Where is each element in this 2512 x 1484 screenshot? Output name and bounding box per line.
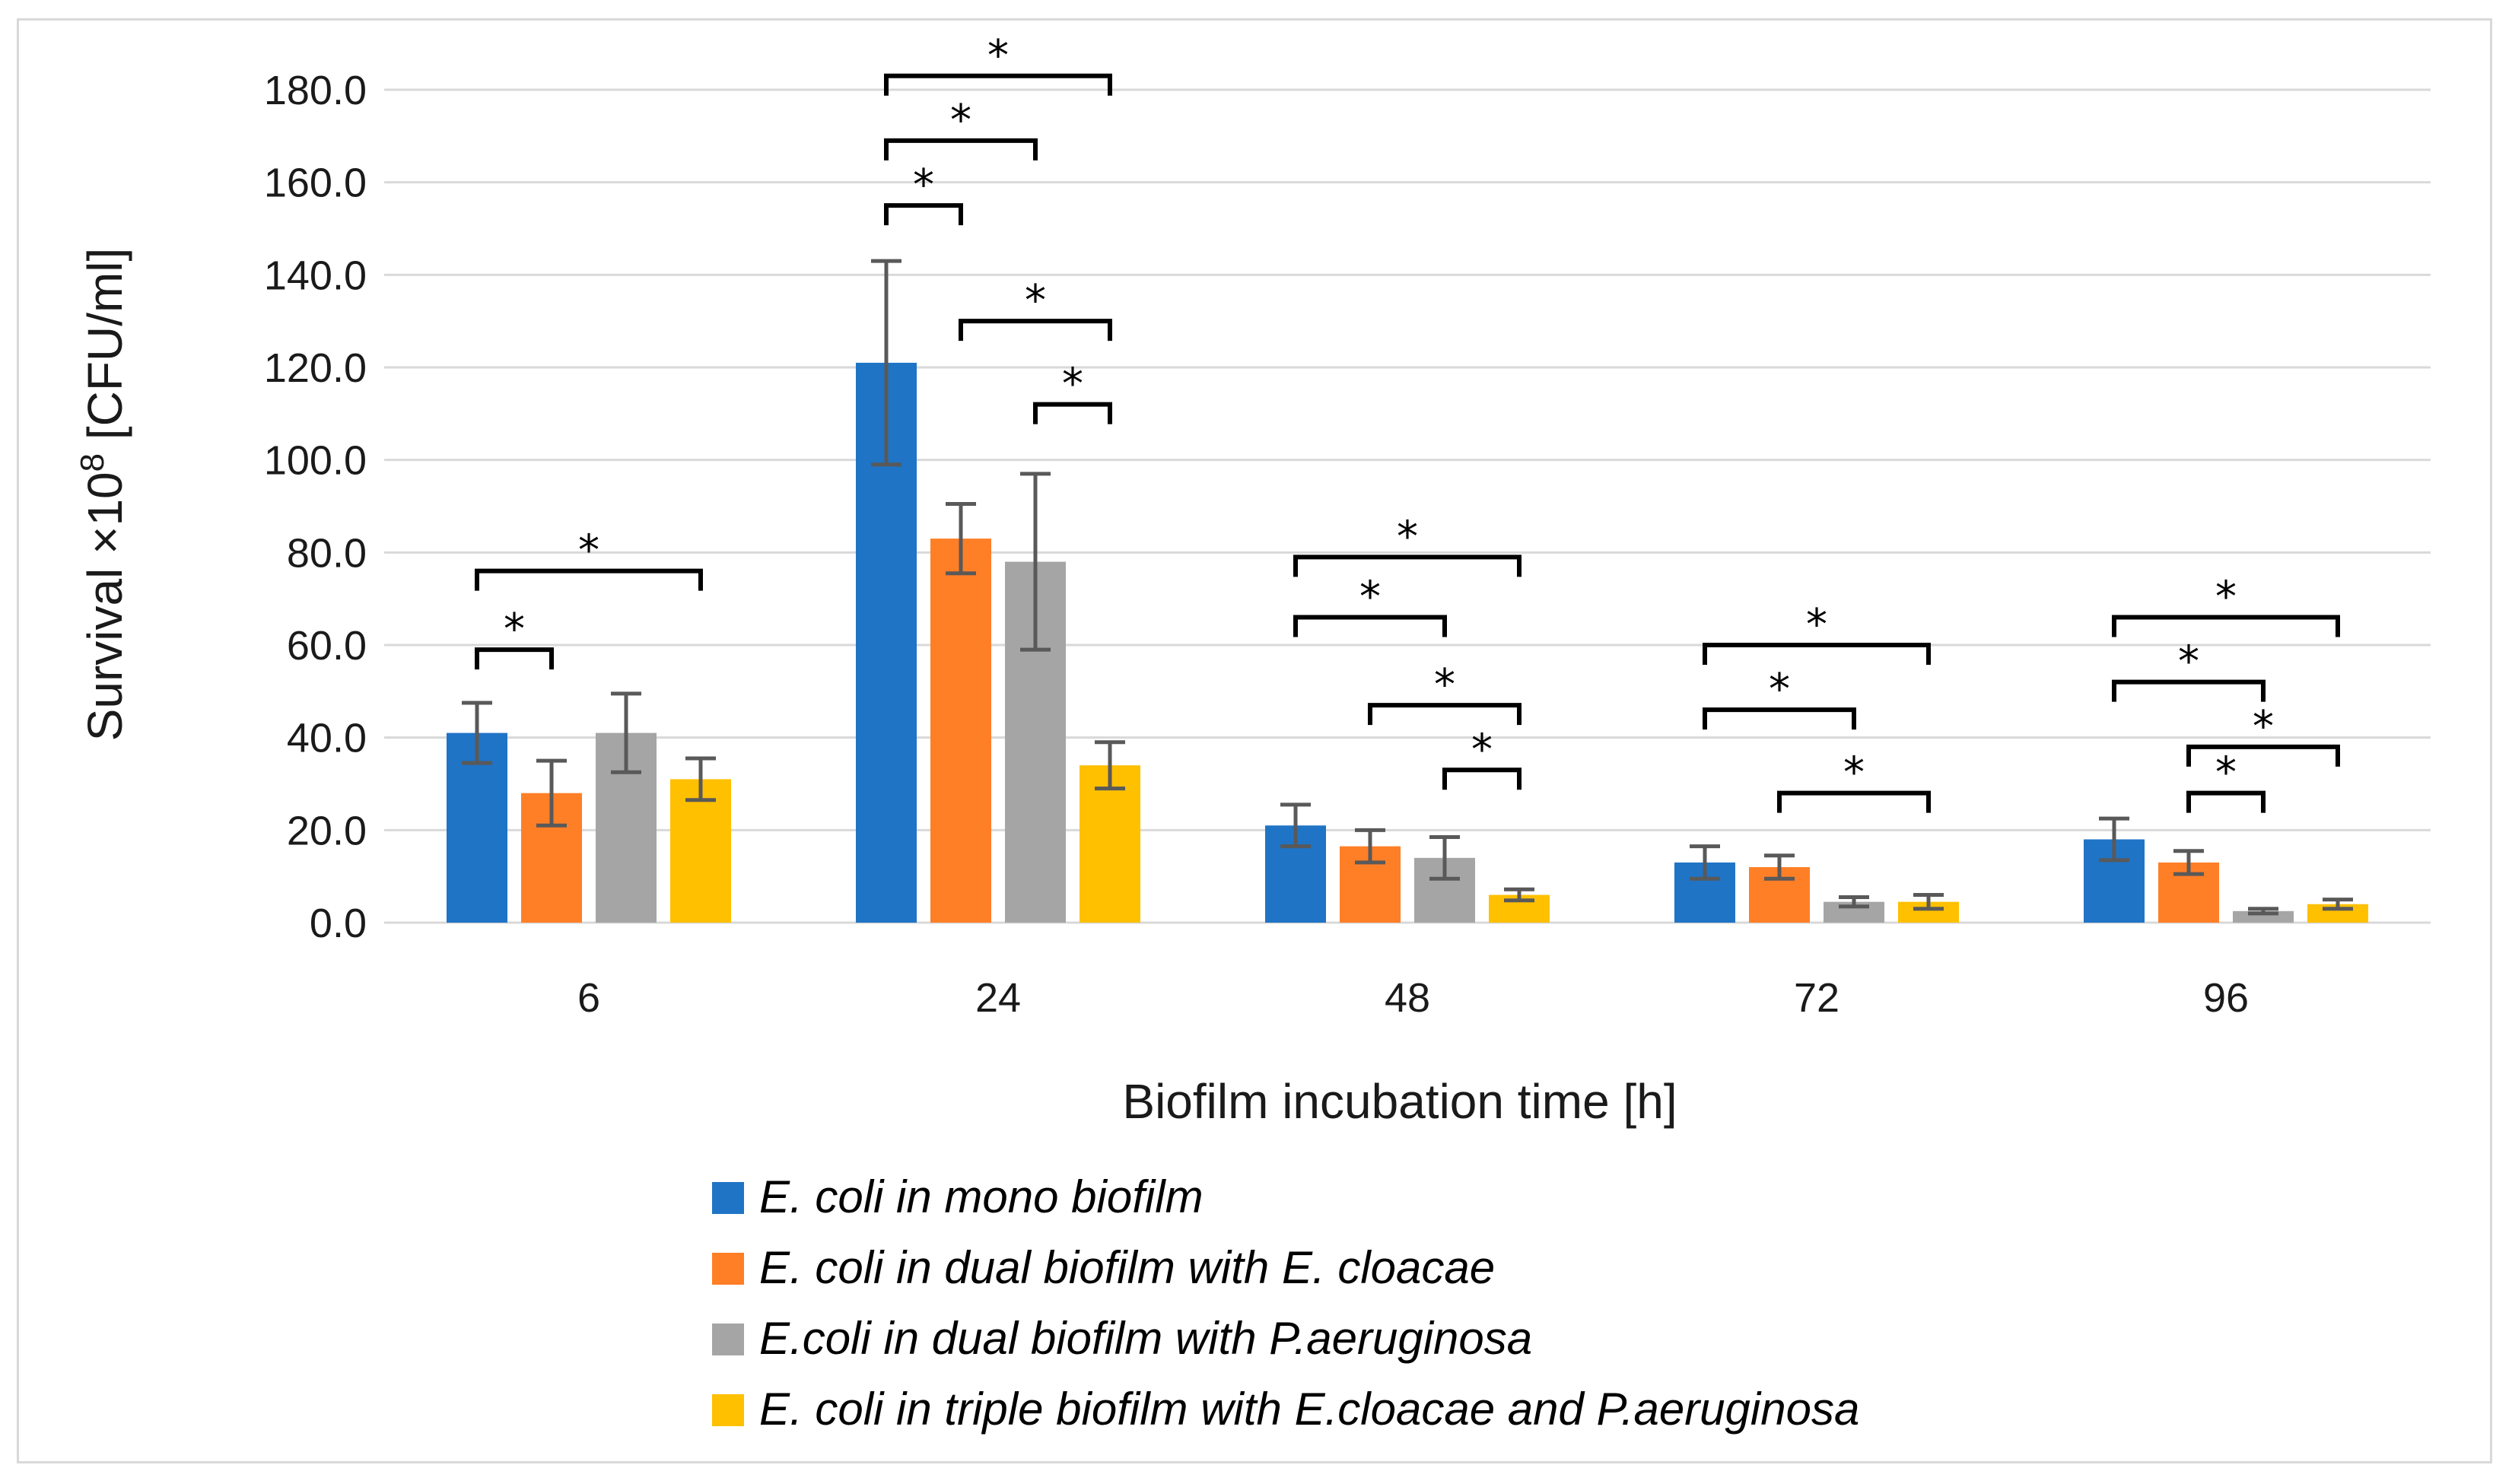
- significance-bracket: [1703, 643, 1931, 665]
- y-tick-label: 0.0: [310, 901, 367, 946]
- error-bars: [462, 259, 2353, 916]
- y-axis-title: Survival ×108 [CFU/ml]: [74, 248, 132, 742]
- significance-bracket: [884, 138, 1038, 160]
- significance-asterisk: *: [1806, 600, 1827, 650]
- significance-asterisk: *: [2253, 702, 2274, 752]
- bar: [1080, 765, 1140, 923]
- chart-frame: [17, 18, 2492, 1463]
- significance-asterisk: *: [913, 160, 934, 210]
- significance-asterisk: *: [578, 526, 599, 576]
- y-tick-label: 80.0: [287, 530, 367, 576]
- significance-asterisk: *: [1434, 660, 1455, 710]
- significance-bracket: [1777, 790, 1931, 813]
- y-tick-label: 60.0: [287, 623, 367, 669]
- significance-asterisk: *: [504, 605, 525, 654]
- significance-asterisk: *: [987, 31, 1009, 81]
- significance-brackets: * * * * * * * * * * * * * * * * * *: [475, 31, 2340, 813]
- significance-asterisk: *: [950, 96, 971, 145]
- significance-asterisk: *: [2178, 637, 2199, 687]
- legend-swatch: [712, 1253, 744, 1285]
- significance-asterisk: *: [1471, 725, 1493, 774]
- significance-bracket: [1368, 703, 1522, 726]
- significance-bracket: [884, 73, 1112, 96]
- significance-bracket: [2186, 744, 2340, 767]
- legend-label: E. coli in mono biofilm: [759, 1171, 1204, 1222]
- significance-bracket: [475, 568, 703, 591]
- bar: [670, 779, 731, 923]
- bars: [447, 362, 2368, 923]
- significance-bracket: [1293, 555, 1522, 577]
- significance-asterisk: *: [1062, 360, 1083, 409]
- y-tick-label: 40.0: [287, 716, 367, 761]
- significance-bracket: [2112, 679, 2266, 702]
- x-tick-label: 96: [2203, 975, 2249, 1021]
- significance-bracket: [2112, 615, 2340, 637]
- legend-swatch: [712, 1394, 744, 1426]
- bar: [930, 539, 991, 923]
- x-tick-label: 48: [1385, 975, 1430, 1021]
- legend-label: E. coli in dual biofilm with E. cloacae: [759, 1242, 1495, 1293]
- significance-asterisk: *: [1397, 512, 1418, 561]
- significance-asterisk: *: [1843, 748, 1865, 798]
- significance-bracket: [884, 203, 963, 226]
- legend-label: E.coli in dual biofilm with P.aeruginosa: [759, 1313, 1532, 1364]
- significance-bracket: [1442, 767, 1522, 790]
- x-tick-label: 72: [1794, 975, 1839, 1021]
- legend-swatch: [712, 1182, 744, 1214]
- y-tick-label: 120.0: [264, 345, 367, 391]
- x-axis-title: Biofilm incubation time [h]: [1122, 1074, 1677, 1129]
- x-tick-label: 24: [975, 975, 1021, 1021]
- significance-asterisk: *: [1025, 276, 1046, 326]
- significance-asterisk: *: [2215, 748, 2237, 798]
- significance-bracket: [1703, 707, 1856, 730]
- significance-asterisk: *: [1359, 573, 1381, 622]
- y-tick-label: 180.0: [264, 68, 367, 113]
- y-tick-label: 20.0: [287, 808, 367, 853]
- y-tick-label: 160.0: [264, 160, 367, 206]
- significance-bracket: [959, 319, 1112, 342]
- significance-bracket: [475, 647, 554, 670]
- significance-asterisk: *: [2215, 573, 2237, 622]
- legend: E. coli in mono biofilm E. coli in dual b…: [712, 1171, 1859, 1435]
- legend-label: E. coli in triple biofilm with E.cloacae…: [759, 1384, 1859, 1435]
- tick-labels: 0.0 20.0 40.0 60.0 80.0 100.0 120.0 140.0 160.0 1…: [264, 68, 2249, 1021]
- significance-bracket: [1293, 615, 1447, 637]
- legend-swatch: [712, 1324, 744, 1355]
- y-tick-label: 100.0: [264, 438, 367, 484]
- significance-asterisk: *: [1769, 665, 1790, 714]
- significance-bracket: [2186, 790, 2266, 813]
- y-tick-label: 140.0: [264, 253, 367, 298]
- significance-bracket: [1033, 402, 1112, 424]
- x-tick-label: 6: [577, 975, 600, 1021]
